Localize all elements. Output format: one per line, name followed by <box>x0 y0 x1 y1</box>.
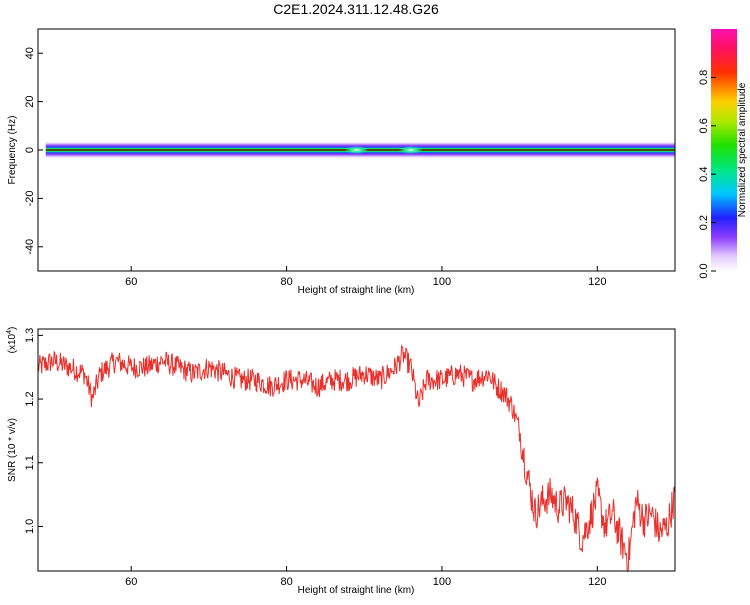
snr-x-ticks: 60 80 100 120 <box>125 566 606 588</box>
spectrogram-x-tick-label: 100 <box>433 276 451 288</box>
snr-x-tick-label: 60 <box>125 576 137 588</box>
spectrogram-y-axis-label: Frequency (Hz) <box>7 116 18 185</box>
snr-y-multiplier-base: (x10 <box>7 333 18 353</box>
snr-panel: 60 80 100 120 1.0 1.1 1.2 1.3 Height of straig… <box>6 327 676 596</box>
snr-x-axis-label: Height of straight line (km) <box>298 585 415 596</box>
colorbar-tick-label: 0.8 <box>698 70 710 85</box>
snr-y-tick-label: 1.1 <box>24 455 36 470</box>
colorbar-ticks: 0.0 0.2 0.4 0.6 0.8 <box>698 70 716 279</box>
spectral-band <box>45 141 675 159</box>
snr-y-multiplier-close: ) <box>7 327 18 330</box>
spectrogram-y-tick-label: -20 <box>24 190 36 206</box>
colorbar-label: Normalized spectral amplitude <box>737 82 748 217</box>
snr-series-line <box>37 344 676 573</box>
snr-x-tick-label: 100 <box>433 576 451 588</box>
spectrogram-panel: 60 80 100 120 -40 -20 0 20 40 Height of straigh… <box>7 28 676 296</box>
snr-y-ticks: 1.0 1.1 1.2 1.3 <box>24 328 43 534</box>
spectrogram-x-tick-label: 80 <box>280 276 292 288</box>
snr-y-multiplier-exponent: 4 <box>6 330 13 334</box>
spectrogram-x-tick-label: 120 <box>588 276 606 288</box>
snr-y-tick-label: 1.0 <box>24 519 36 534</box>
colorbar-tick-label: 0.0 <box>698 263 710 278</box>
snr-y-multiplier: (x104) <box>6 327 18 354</box>
spectral-bright-spot <box>398 146 423 154</box>
snr-y-axis-label: SNR (10 * v/v) <box>7 418 18 482</box>
spectrogram-y-tick-label: 0 <box>24 147 36 153</box>
colorbar: 0.0 0.2 0.4 0.6 0.8 Normalized spectral ampl… <box>698 29 748 279</box>
spectrogram-x-tick-label: 60 <box>125 276 137 288</box>
spectrogram-x-ticks: 60 80 100 120 <box>125 266 606 288</box>
spectrogram-x-axis-label: Height of straight line (km) <box>298 285 415 296</box>
colorbar-tick-label: 0.6 <box>698 118 710 133</box>
colorbar-gradient <box>711 29 737 271</box>
snr-x-tick-label: 80 <box>280 576 292 588</box>
spectrogram-y-tick-label: 40 <box>24 47 36 59</box>
spectral-bright-spot <box>344 146 369 154</box>
colorbar-tick-label: 0.4 <box>698 167 710 182</box>
spectrogram-y-tick-label: -40 <box>24 239 36 255</box>
snr-frame <box>37 328 676 572</box>
spectrogram-y-ticks: -40 -20 0 20 40 <box>24 47 43 255</box>
figure-title: C2E1.2024.311.12.48.G26 <box>273 1 439 17</box>
colorbar-tick-label: 0.2 <box>698 215 710 230</box>
snr-x-tick-label: 120 <box>588 576 606 588</box>
spectrogram-y-tick-label: 20 <box>24 95 36 107</box>
snr-y-tick-label: 1.3 <box>24 328 36 343</box>
snr-y-tick-label: 1.2 <box>24 391 36 406</box>
